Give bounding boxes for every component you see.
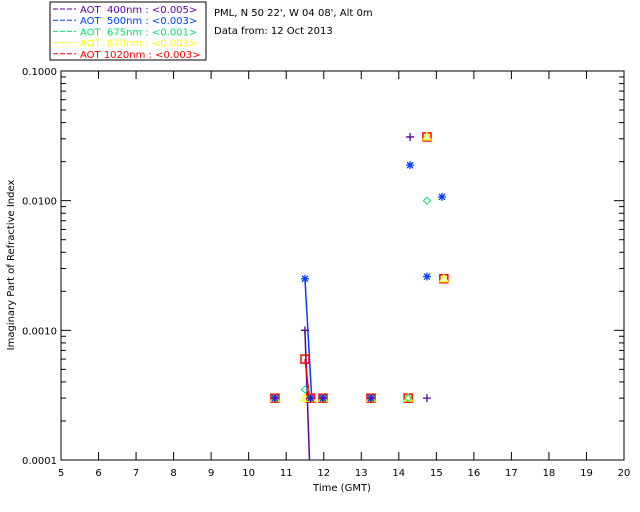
y-tick-label: 0.1000: [22, 67, 57, 78]
legend-label: AOT 870nm : <0.003>: [80, 39, 197, 50]
legend-label: AOT 1020nm : <0.003>: [80, 50, 200, 61]
data-point-plus: [367, 394, 376, 403]
x-tick-label: 8: [170, 468, 176, 479]
x-tick-label: 20: [618, 468, 631, 479]
data-point-diamond: [422, 196, 432, 205]
data-point-diamond: [403, 393, 413, 403]
data-point-asterisk: [300, 274, 309, 283]
y-axis-label: Imaginary Part of Refractive Index: [6, 180, 17, 351]
x-tick-label: 6: [95, 468, 101, 479]
x-tick-label: 5: [58, 468, 64, 479]
data-point-triangle: [421, 131, 433, 141]
data-point-square: [300, 354, 310, 364]
x-tick-label: 12: [317, 468, 330, 479]
chart-title: PML, N 50 22', W 04 08', Alt 0m: [214, 8, 373, 19]
data-point-plus: [300, 326, 309, 335]
legend-box: [49, 1, 207, 61]
y-tick-label: 0.0010: [22, 326, 57, 337]
y-tick-label: 0.0001: [22, 456, 57, 467]
data-point-plus: [270, 394, 279, 403]
x-tick-label: 17: [505, 468, 518, 479]
data-point-plus: [406, 132, 415, 141]
x-tick-label: 14: [392, 468, 405, 479]
data-point-asterisk: [406, 161, 415, 170]
chart-subtitle: Data from: 12 Oct 2013: [214, 26, 333, 37]
x-tick-label: 9: [208, 468, 214, 479]
data-point-diamond: [300, 385, 310, 394]
data-point-asterisk: [422, 272, 431, 281]
x-tick-label: 18: [543, 468, 556, 479]
y-tick-label: 0.0100: [22, 197, 57, 208]
x-tick-label: 11: [280, 468, 293, 479]
data-point-triangle: [438, 273, 449, 283]
x-tick-label: 15: [430, 468, 443, 479]
x-tick-label: 16: [467, 468, 480, 479]
data-point-plus: [306, 394, 315, 403]
legend-label: AOT 675nm : <0.001>: [80, 27, 197, 38]
x-tick-label: 7: [133, 468, 139, 479]
data-point-plus: [422, 394, 431, 403]
x-tick-label: 10: [242, 468, 255, 479]
series-line: [304, 359, 311, 399]
x-axis-label: Time (GMT): [312, 483, 371, 494]
x-tick-label: 13: [355, 468, 368, 479]
x-tick-label: 19: [580, 468, 593, 479]
legend-label: AOT 500nm : <0.003>: [80, 16, 197, 27]
plot-frame: [60, 70, 625, 461]
data-point-asterisk: [437, 192, 446, 201]
series-line: [304, 278, 313, 399]
legend-label: AOT 400nm : <0.005>: [80, 5, 197, 16]
data-point-plus: [318, 394, 327, 403]
